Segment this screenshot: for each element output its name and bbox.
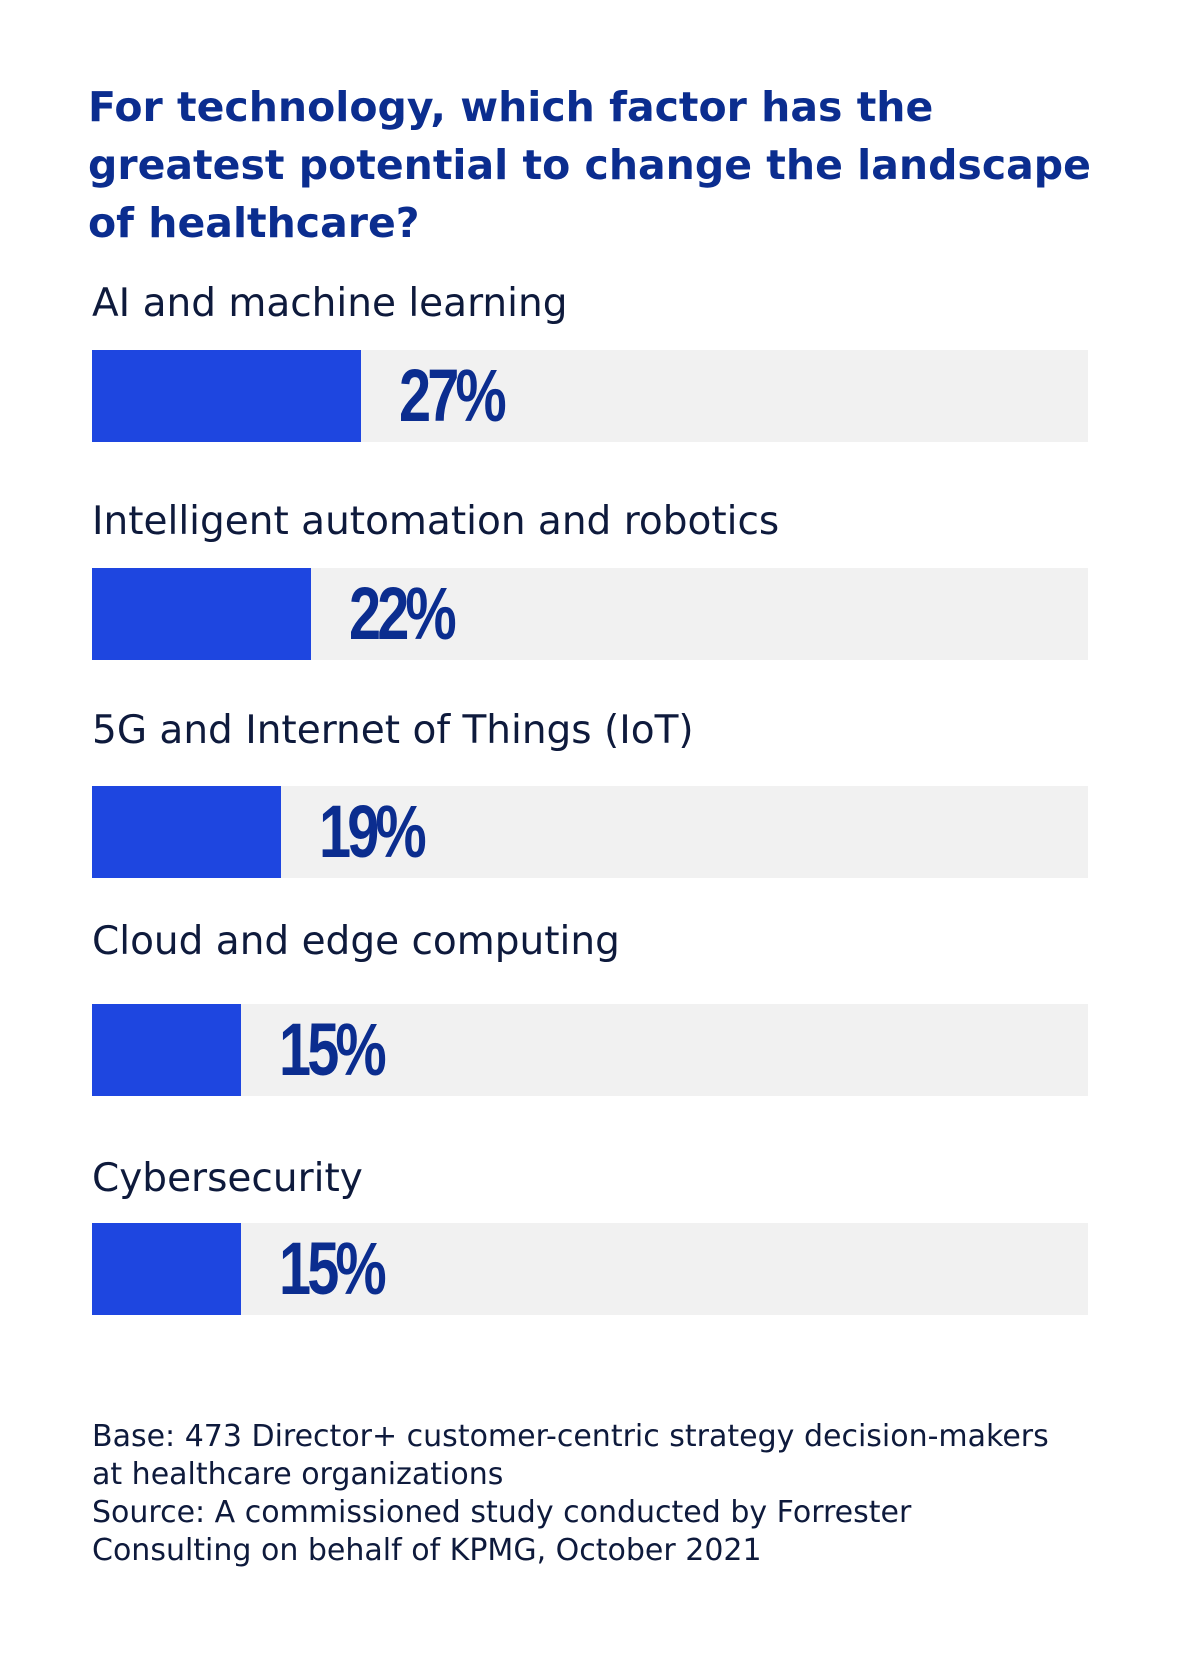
bar-track: 15% [92,1223,1088,1315]
footnote-base-line-2: at healthcare organizations [92,1457,504,1492]
bar-value-label: 22% [349,572,457,655]
bar [92,1223,241,1315]
bar-value-label: 27% [399,354,507,437]
bar-value-label: 19% [319,790,427,873]
bar [92,1004,241,1096]
footnote-source-line-1: Source: A commissioned study conducted b… [92,1495,912,1530]
bar-label: Cybersecurity [92,1156,363,1201]
bar-label: Cloud and edge computing [92,919,620,964]
bar-track: 22% [92,568,1088,660]
bar-track: 15% [92,1004,1088,1096]
bar [92,568,311,660]
footnote-base-line-1: Base: 473 Director+ customer-centric str… [92,1419,1049,1454]
bar [92,350,361,442]
bar-track: 19% [92,786,1088,878]
bar-label: 5G and Internet of Things (IoT) [92,708,694,753]
bar-label: Intelligent automation and robotics [92,499,780,544]
chart-footnote: Base: 473 Director+ customer-centric str… [92,1418,1152,1570]
bar [92,786,281,878]
chart-title: For technology, which factor has the gre… [88,83,1091,247]
footnote-source-line-2: Consulting on behalf of KPMG, October 20… [92,1533,762,1568]
bar-value-label: 15% [279,1008,387,1091]
bar-track: 27% [92,350,1088,442]
bar-value-label: 15% [279,1227,387,1310]
bar-label: AI and machine learning [92,281,568,326]
